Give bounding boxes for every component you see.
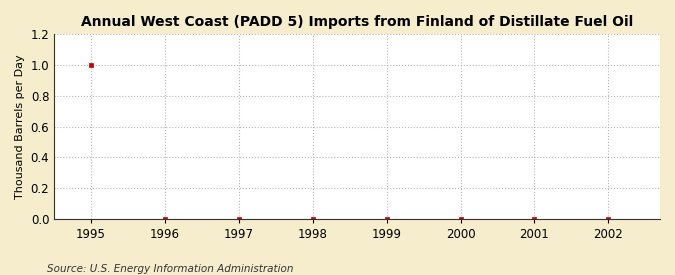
Title: Annual West Coast (PADD 5) Imports from Finland of Distillate Fuel Oil: Annual West Coast (PADD 5) Imports from … [81,15,633,29]
Y-axis label: Thousand Barrels per Day: Thousand Barrels per Day [15,54,25,199]
Text: Source: U.S. Energy Information Administration: Source: U.S. Energy Information Administ… [47,264,294,274]
